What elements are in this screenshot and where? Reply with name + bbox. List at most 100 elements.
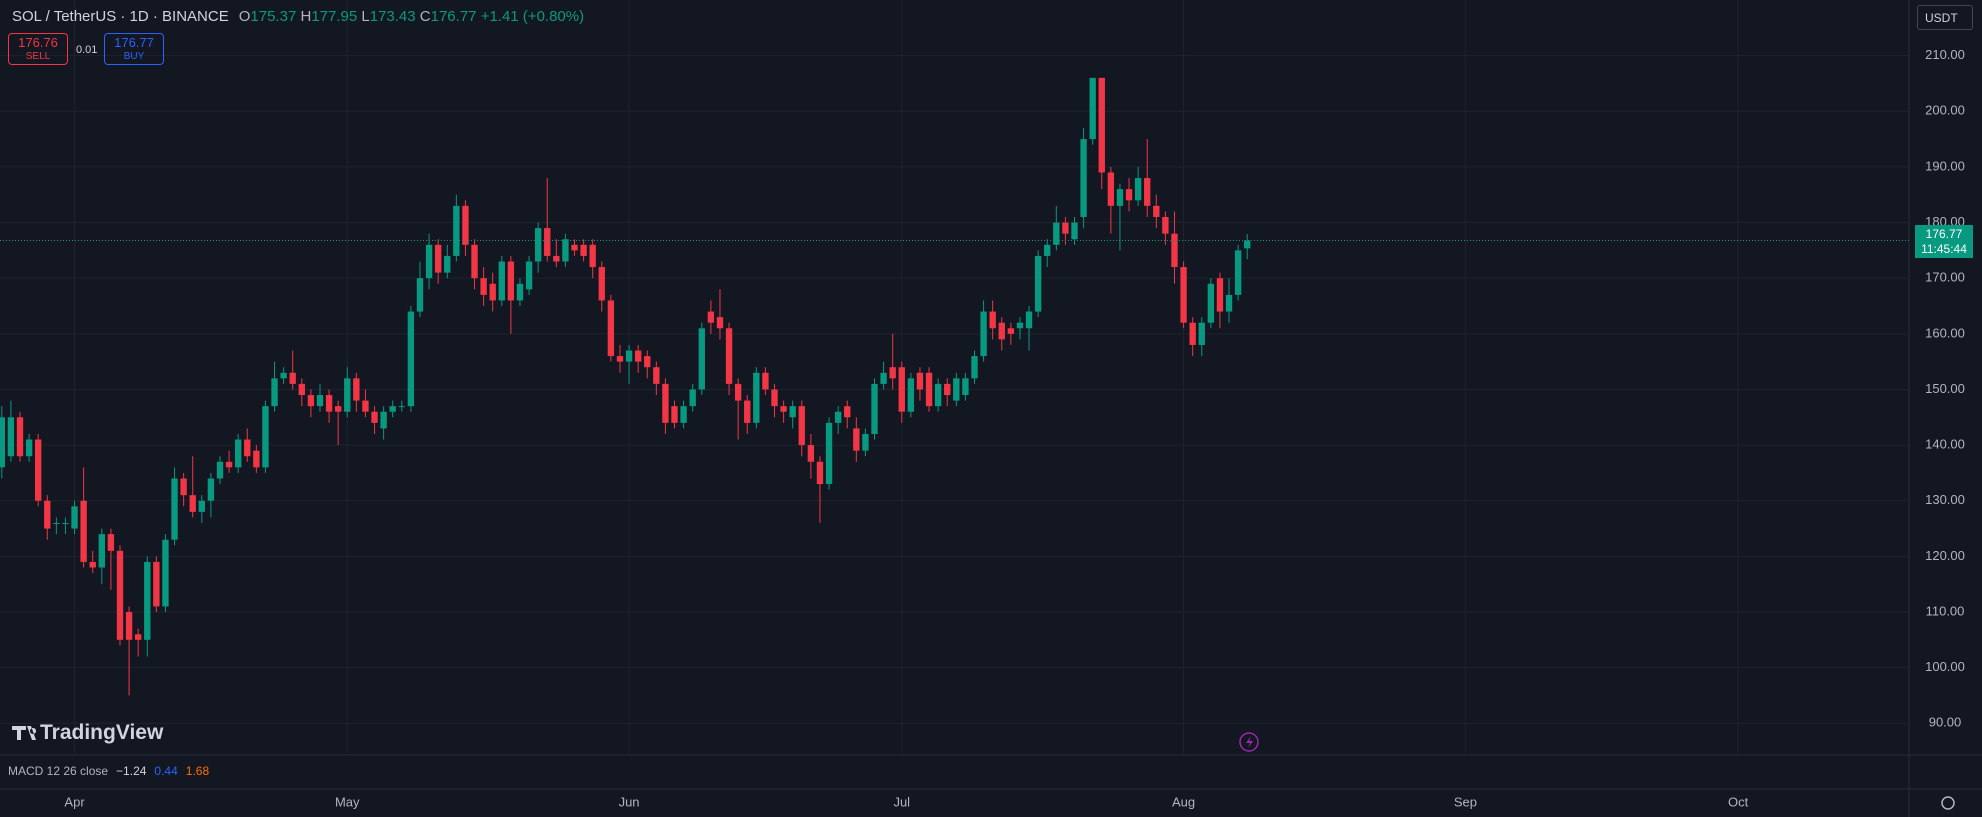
candle-body (1189, 322, 1196, 345)
candle-body (416, 278, 424, 312)
candle-body (580, 244, 587, 256)
candle-body (1098, 77, 1105, 173)
replay-icon-bolt (1246, 736, 1253, 748)
candle-body (480, 278, 487, 295)
candle-body (1080, 139, 1087, 217)
candle-body (562, 239, 569, 262)
candle-body (634, 350, 642, 362)
candle-body (844, 406, 851, 418)
candle-body (516, 283, 524, 301)
ohlc-value: 175.37 (250, 8, 297, 25)
candle-body (789, 406, 796, 418)
candle-body (825, 422, 833, 485)
candle-body (262, 406, 269, 468)
candle-body (1216, 278, 1224, 312)
candle-body (507, 261, 515, 301)
candle-body (1034, 255, 1042, 312)
candle-body (53, 522, 60, 524)
brand-logo (12, 726, 37, 740)
candle-body (807, 445, 815, 462)
candle-body (144, 561, 151, 640)
sell-button[interactable]: 176.76 SELL (8, 33, 68, 65)
candle-body (271, 378, 278, 407)
candle-body (407, 311, 415, 407)
candle-body (698, 328, 705, 390)
candle-body (244, 439, 251, 457)
candle-body (1198, 322, 1205, 345)
candle-body (334, 406, 342, 412)
y-tick-label: 150.00 (1925, 381, 1965, 396)
candle-body (1234, 250, 1242, 295)
last-price: 176.77 (1925, 226, 1963, 241)
candle-body (189, 495, 196, 512)
candle-body (80, 500, 87, 562)
candle-body (544, 228, 551, 256)
indicator-value: 0.44 (154, 764, 178, 778)
brand: TradingView (40, 721, 164, 744)
replay-icon[interactable] (1239, 732, 1259, 752)
symbol[interactable]: SOL / TetherUS · 1D · BINANCE (12, 8, 229, 25)
candle-body (25, 439, 33, 457)
candle-body (525, 261, 533, 290)
candle-body (389, 406, 396, 412)
indicator-value: 1.68 (185, 764, 210, 778)
candle-body (253, 450, 260, 468)
candle-body (671, 406, 678, 423)
candle-body (1007, 328, 1015, 334)
candle-body (1116, 189, 1124, 206)
candle-body (453, 205, 460, 256)
candle-body (471, 244, 478, 279)
candle-body (98, 534, 105, 568)
candle-body (780, 406, 787, 412)
settings-icon[interactable] (1941, 796, 1955, 810)
candle-body (1244, 240, 1251, 249)
candle-body (553, 255, 560, 262)
candle-body (889, 367, 896, 379)
x-tick-label: Oct (1728, 794, 1749, 809)
candle-body (571, 244, 578, 251)
candle-body (1053, 222, 1060, 245)
sell-price: 176.76 (18, 35, 58, 50)
ohlc-label: H (300, 8, 312, 25)
buy-button[interactable]: 176.77 BUY (104, 33, 164, 65)
ohlc: O175.37 H177.95 L173.43 C176.77 +1.41 (+… (239, 8, 584, 25)
candle-body (289, 372, 296, 384)
candle-body (653, 367, 660, 384)
last-price-label: 176.77 11:45:44 (1915, 224, 1973, 258)
candle-body (353, 378, 360, 401)
candle-body (662, 383, 669, 423)
x-tick-label: Aug (1172, 794, 1195, 809)
ohlc-value: 177.95 (311, 8, 358, 25)
candle-body (325, 395, 333, 412)
indicator-legend: MACD 12 26 close −1.24 0.44 1.68 (8, 764, 209, 778)
ohlc-label: C (419, 8, 431, 25)
buy-label: BUY (123, 51, 145, 62)
y-tick-label: 120.00 (1925, 548, 1965, 563)
indicator-value: −1.24 (116, 764, 147, 778)
candle-body (934, 383, 942, 407)
indicator-name[interactable]: MACD 12 26 close (8, 764, 109, 778)
candle-body (71, 506, 78, 529)
candle-body (734, 383, 742, 401)
candle-body (398, 406, 405, 408)
ohlc-label: L (361, 8, 370, 25)
candle-body (962, 378, 969, 396)
candle-body (107, 534, 115, 551)
candle-body (534, 228, 542, 262)
candle-body (234, 439, 242, 468)
candle-body (834, 411, 842, 423)
candle-body (1062, 222, 1069, 234)
candle-body (489, 283, 496, 301)
candle-body (280, 372, 287, 379)
candle-body (316, 395, 324, 407)
y-tick-label: 100.00 (1925, 659, 1965, 674)
candle-body (916, 372, 924, 390)
candle-body (180, 478, 187, 496)
symbol-header: SOL / TetherUS · 1D · BINANCE O175.37 H1… (12, 8, 584, 25)
x-tick-label: Sep (1454, 794, 1477, 809)
currency-button[interactable]: USDT (1917, 5, 1973, 30)
candle-body (989, 311, 996, 329)
candle-body (198, 500, 205, 512)
candle-body (598, 267, 605, 301)
